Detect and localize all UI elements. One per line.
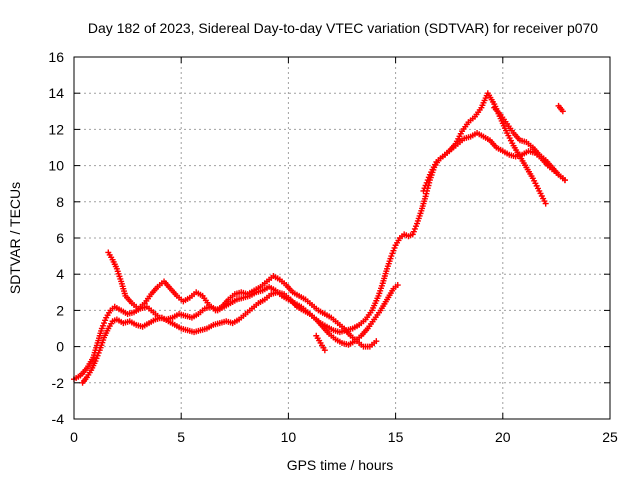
data-point bbox=[421, 185, 428, 192]
y-tick-label: -2 bbox=[52, 375, 65, 391]
y-tick-label: 6 bbox=[56, 230, 64, 246]
data-point bbox=[99, 322, 106, 329]
data-point bbox=[321, 347, 328, 354]
chart-title: Day 182 of 2023, Sidereal Day-to-day VTE… bbox=[88, 20, 598, 36]
x-tick-label: 25 bbox=[602, 429, 618, 445]
y-tick-label: 16 bbox=[48, 49, 64, 65]
series-track-5 bbox=[491, 104, 568, 184]
data-layer bbox=[71, 90, 568, 386]
data-point bbox=[391, 244, 398, 251]
data-point bbox=[394, 282, 401, 289]
data-point bbox=[425, 174, 432, 181]
data-point bbox=[94, 352, 101, 359]
data-point bbox=[98, 325, 105, 332]
x-tick-label: 15 bbox=[388, 429, 404, 445]
x-axis-label: GPS time / hours bbox=[287, 457, 394, 473]
data-point bbox=[561, 177, 568, 184]
data-point bbox=[102, 317, 109, 324]
data-point bbox=[389, 250, 396, 257]
data-point bbox=[422, 193, 429, 200]
x-tick-label: 5 bbox=[177, 429, 185, 445]
y-tick-label: 0 bbox=[56, 339, 64, 355]
data-point bbox=[388, 253, 395, 260]
x-tick-label: 10 bbox=[281, 429, 297, 445]
data-point bbox=[410, 228, 417, 235]
series-track-7 bbox=[555, 102, 566, 115]
y-tick-label: 2 bbox=[56, 302, 64, 318]
data-point bbox=[422, 182, 429, 189]
y-tick-label: 8 bbox=[56, 194, 64, 210]
data-point bbox=[390, 247, 397, 254]
y-tick-label: 14 bbox=[48, 85, 64, 101]
grid-layer bbox=[74, 57, 610, 419]
data-point bbox=[423, 179, 430, 186]
y-tick-label: 10 bbox=[48, 158, 64, 174]
series-track-1 bbox=[71, 130, 568, 383]
data-point bbox=[559, 108, 566, 115]
data-point bbox=[93, 355, 100, 362]
data-point bbox=[542, 200, 549, 207]
y-tick-label: 4 bbox=[56, 266, 64, 282]
data-point bbox=[101, 320, 108, 327]
y-tick-label: 12 bbox=[48, 121, 64, 137]
y-axis-label: SDTVAR / TECUs bbox=[7, 182, 23, 294]
data-point bbox=[411, 225, 418, 232]
series-track-6 bbox=[313, 332, 328, 354]
x-tick-label: 20 bbox=[495, 429, 511, 445]
series-track-3 bbox=[105, 249, 380, 350]
data-point bbox=[424, 177, 431, 184]
data-point bbox=[373, 338, 380, 345]
data-point bbox=[423, 190, 430, 197]
y-tick-label: -4 bbox=[52, 411, 65, 427]
series-track-4 bbox=[420, 90, 549, 207]
data-point bbox=[420, 187, 427, 194]
series-track-2 bbox=[79, 282, 401, 386]
tick-layer: 0 5 10 15 20 25 -4 -2 0 2 4 6 8 10 12 14 16 bbox=[48, 49, 618, 445]
data-point bbox=[92, 358, 99, 365]
data-point bbox=[412, 223, 419, 230]
x-tick-label: 0 bbox=[70, 429, 78, 445]
data-point bbox=[409, 231, 416, 238]
data-point bbox=[95, 349, 102, 356]
